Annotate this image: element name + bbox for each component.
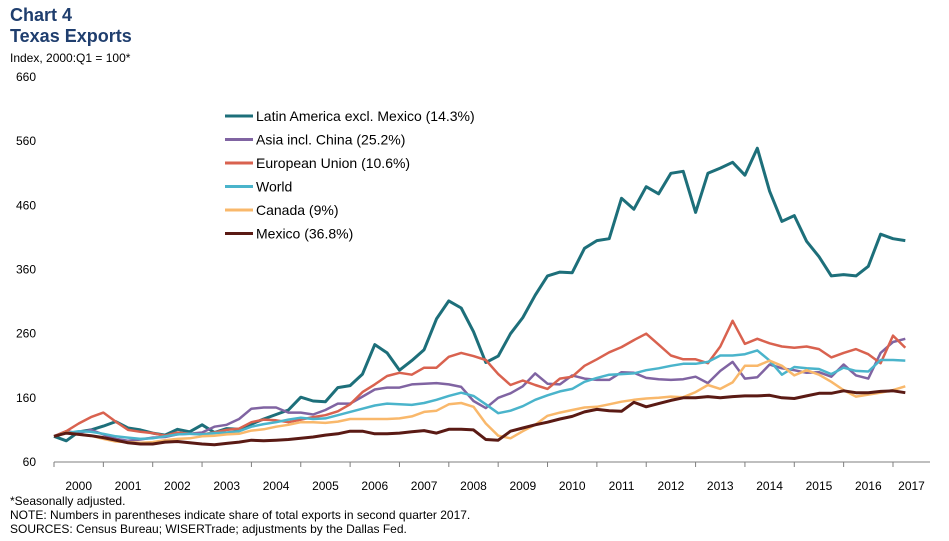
legend-label: European Union (10.6%) — [256, 155, 410, 171]
series-line-european-union-10-6 — [53, 319, 907, 438]
legend-label: Latin America excl. Mexico (14.3%) — [256, 108, 475, 124]
series-line-latin-america-excl-mexico-14-3 — [53, 146, 906, 443]
x-tick-label: 2016 — [855, 479, 882, 493]
x-tick-label: 2000 — [65, 479, 92, 493]
x-tick-label: 2005 — [312, 479, 339, 493]
x-tick-label: 2007 — [411, 479, 438, 493]
x-tick-label: 2017 — [898, 479, 925, 493]
x-tick-label: 2008 — [460, 479, 487, 493]
footnote-sources: SOURCES: Census Bureau; WISERTrade; adju… — [10, 522, 407, 536]
legend-label: Mexico (36.8%) — [256, 226, 353, 242]
x-tick-label: 2014 — [756, 479, 783, 493]
y-tick-label: 260 — [16, 327, 36, 341]
chart-title: Chart 4 — [10, 5, 73, 25]
y-tick-label: 60 — [23, 455, 37, 469]
x-tick-label: 2013 — [707, 479, 734, 493]
footnote-seasonal: *Seasonally adjusted. — [10, 494, 126, 508]
x-tick-label: 2010 — [559, 479, 586, 493]
x-tick-label: 2009 — [509, 479, 536, 493]
y-tick-label: 560 — [16, 134, 36, 148]
series-lines — [53, 146, 907, 447]
footnote-share: NOTE: Numbers in parentheses indicate sh… — [10, 508, 471, 522]
y-tick-label: 360 — [16, 263, 36, 277]
x-tick-label: 2015 — [806, 479, 833, 493]
x-tick-label: 2004 — [263, 479, 290, 493]
legend-label: World — [256, 179, 292, 195]
y-axis-unit-label: Index, 2000:Q1 = 100* — [10, 51, 131, 65]
y-tick-label: 660 — [16, 70, 36, 84]
legend-label: Asia incl. China (25.2%) — [256, 132, 405, 148]
x-tick-label: 2001 — [115, 479, 142, 493]
series-line-mexico-36-8 — [53, 389, 906, 447]
x-tick-label: 2002 — [164, 479, 191, 493]
legend-label: Canada (9%) — [256, 202, 339, 218]
y-tick-label: 460 — [16, 198, 36, 212]
x-tick-label: 2012 — [658, 479, 685, 493]
series-line-asia-incl-china-25-2 — [53, 337, 906, 443]
y-tick-label: 160 — [16, 391, 36, 405]
x-tick-label: 2006 — [361, 479, 388, 493]
x-tick-label: 2011 — [609, 479, 635, 493]
series-line-world — [53, 349, 906, 441]
series-line-canada-9 — [53, 359, 906, 445]
legend: Latin America excl. Mexico (14.3%) Asia i… — [225, 108, 475, 242]
x-tick-label: 2003 — [213, 479, 240, 493]
chart-subtitle: Texas Exports — [10, 26, 132, 46]
axes: 60 160 260 360 460 560 660 2000 2001 2002 2003 2004… — [16, 70, 930, 493]
